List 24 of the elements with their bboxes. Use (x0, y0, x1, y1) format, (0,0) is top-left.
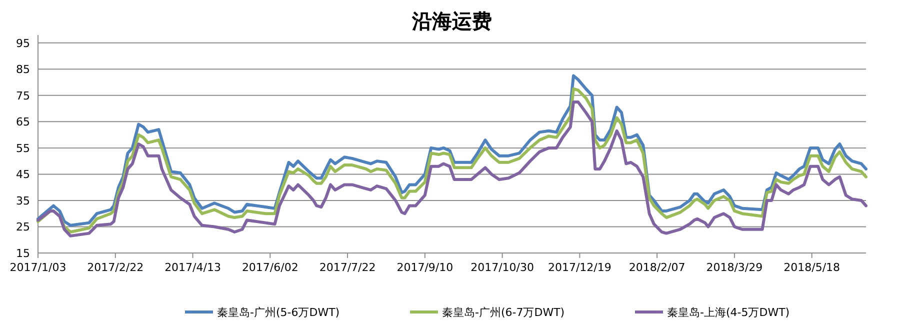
x-tick-label: 2017/12/19 (548, 261, 612, 274)
legend-label: 秦皇岛-广州(5-6万DWT) (217, 306, 340, 319)
x-tick-label: 2017/6/02 (242, 261, 298, 274)
legend-label: 秦皇岛-广州(6-7万DWT) (442, 306, 565, 319)
x-tick-label: 2017/9/10 (396, 261, 454, 274)
y-tick-label: 75 (16, 89, 30, 102)
y-tick-label: 65 (16, 116, 30, 129)
y-tick-label: 85 (16, 63, 30, 76)
y-tick-label: 15 (16, 247, 30, 260)
x-tick-label: 2018/3/29 (706, 261, 763, 274)
y-tick-label: 55 (16, 142, 30, 155)
x-tick-label: 2017/10/30 (470, 261, 534, 274)
x-tick-label: 2017/1/03 (10, 261, 66, 274)
legend-label: 秦皇岛-上海(4-5万DWT) (667, 306, 790, 319)
x-tick-label: 2017/4/13 (164, 261, 221, 274)
x-tick-label: 2018/5/18 (784, 261, 840, 274)
x-tick-label: 2017/7/22 (319, 261, 376, 274)
x-tick-label: 2018/2/07 (628, 261, 686, 274)
y-tick-label: 95 (16, 36, 30, 50)
y-tick-label: 35 (16, 194, 30, 208)
y-tick-label: 25 (16, 220, 30, 234)
chart-title: 沿海运费 (411, 9, 492, 33)
x-tick-label: 2017/2/22 (87, 261, 144, 274)
y-tick-label: 45 (16, 168, 30, 182)
